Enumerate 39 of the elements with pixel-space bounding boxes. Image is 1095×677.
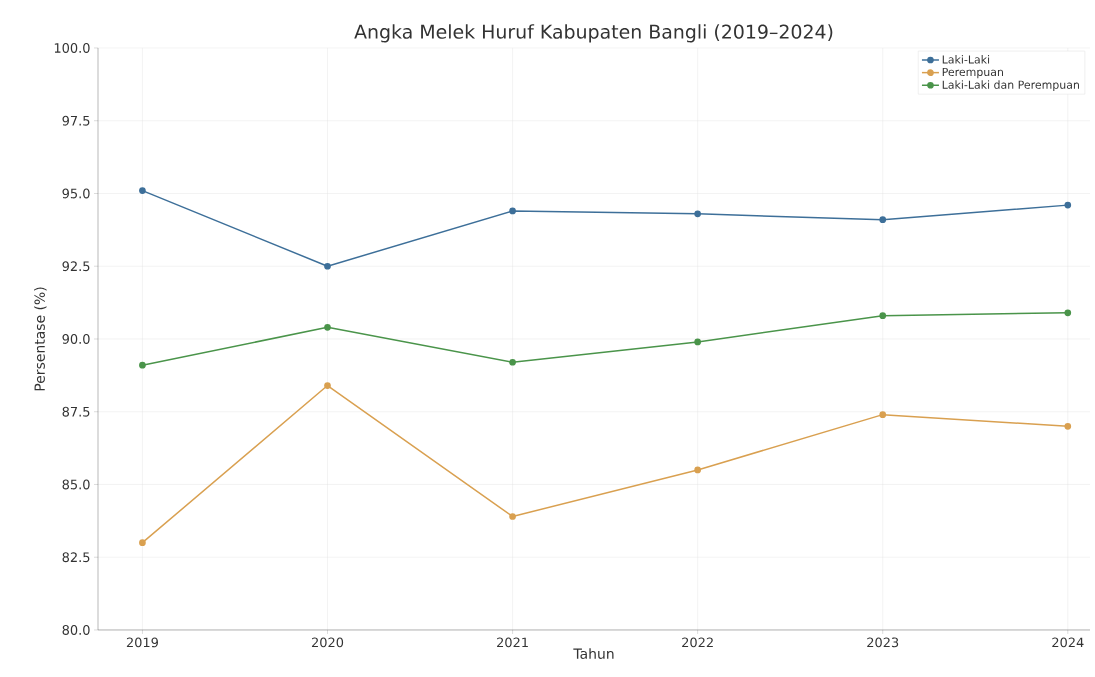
- x-tick-label: 2023: [867, 637, 899, 648]
- y-tick-label: 97.5: [62, 115, 90, 126]
- chart-title: Angka Melek Huruf Kabupaten Bangli (2019–2024): [354, 24, 833, 43]
- point: [1064, 309, 1072, 317]
- point: [694, 466, 701, 474]
- point: [139, 187, 146, 194]
- point: [509, 513, 516, 520]
- y-tick-label: 92.5: [62, 261, 90, 272]
- point: [1064, 201, 1072, 209]
- point: [879, 411, 887, 418]
- y-tick-label: 87.5: [62, 406, 90, 417]
- x-tick-label: 2022: [682, 637, 713, 648]
- y-tick-label: 85.0: [62, 479, 90, 490]
- x-tick-label: 2021: [497, 637, 528, 648]
- point: [694, 210, 701, 218]
- point: [324, 323, 331, 331]
- point: [879, 312, 887, 320]
- point: [139, 361, 146, 369]
- point: [324, 262, 331, 270]
- x-axis-title: Tahun: [573, 648, 614, 659]
- legend-label: Laki-Laki: [942, 55, 990, 64]
- legend-label: Laki-Laki dan Perempuan: [942, 80, 1079, 91]
- y-tick-label: 100.0: [54, 43, 90, 53]
- point: [879, 216, 887, 224]
- y-tick-label: 80.0: [62, 625, 90, 635]
- x-tick-label: 2019: [126, 637, 158, 648]
- y-tick-label: 90.0: [62, 334, 90, 344]
- legend-label: Perempuan: [942, 67, 1003, 79]
- y-tick-label: 95.0: [62, 188, 90, 199]
- point: [694, 338, 701, 346]
- point: [509, 358, 516, 366]
- point: [509, 207, 516, 215]
- y-axis-title: Persentase (%): [34, 287, 47, 391]
- point: [139, 539, 146, 547]
- y-tick-label: 82.5: [62, 552, 90, 563]
- x-tick-label: 2024: [1052, 637, 1084, 648]
- point: [1064, 422, 1072, 430]
- point: [324, 382, 331, 389]
- x-tick-label: 2020: [311, 637, 344, 648]
